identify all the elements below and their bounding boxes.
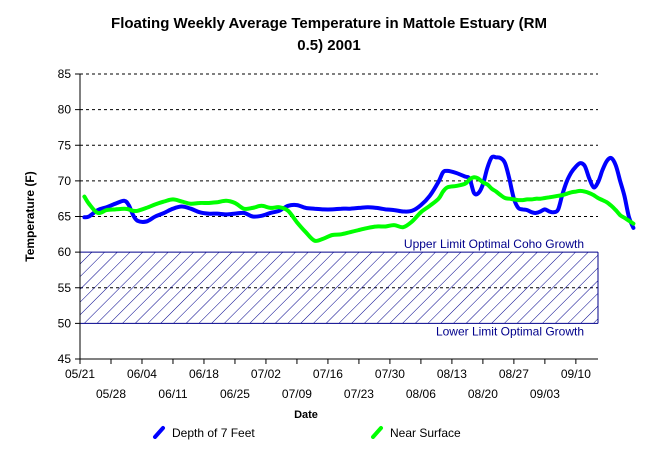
y-tick-label: 55 xyxy=(58,281,72,295)
y-tick-label: 85 xyxy=(58,67,72,81)
chart-title-line1: Floating Weekly Average Temperature in M… xyxy=(111,15,547,32)
x-tick-label: 07/02 xyxy=(251,367,281,381)
x-tick-label: 07/16 xyxy=(313,367,343,381)
x-axis-label: Date xyxy=(294,409,318,421)
y-tick-label: 65 xyxy=(58,210,72,224)
y-axis-label: Temperature (F) xyxy=(23,171,37,261)
series-line-surface xyxy=(82,175,636,243)
x-tick-label: 05/28 xyxy=(96,387,126,401)
x-tick-label: 07/23 xyxy=(344,387,374,401)
y-tick-label: 50 xyxy=(58,316,72,330)
x-tick-label: 08/20 xyxy=(468,387,498,401)
chart-title-line2: 0.5) 2001 xyxy=(297,37,361,54)
x-tick-label: 06/11 xyxy=(158,387,187,401)
lower-limit-label: Lower Limit Optimal Growth xyxy=(436,324,584,338)
series-lines xyxy=(82,154,636,243)
legend-label-surface: Near Surface xyxy=(390,426,461,440)
upper-limit-label: Upper Limit Optimal Coho Growth xyxy=(404,237,584,251)
y-tick-label: 75 xyxy=(58,138,72,152)
y-tick-label: 80 xyxy=(58,103,72,117)
x-tick-label: 06/04 xyxy=(127,367,157,381)
optimal-growth-band: Upper Limit Optimal Coho Growth Lower Lim… xyxy=(80,237,599,338)
x-tick-label: 06/18 xyxy=(189,367,219,381)
y-tick-label: 45 xyxy=(58,352,72,366)
x-tick-label: 09/10 xyxy=(561,367,591,381)
axes xyxy=(75,73,598,364)
x-tick-label: 08/06 xyxy=(406,387,436,401)
legend-swatch-surface-icon xyxy=(370,426,384,440)
band-hatch xyxy=(80,252,598,324)
x-tick-label: 08/13 xyxy=(437,367,467,381)
y-tick-label: 70 xyxy=(58,174,72,188)
legend-item-surface: Near Surface xyxy=(370,425,461,441)
x-tick-label: 06/25 xyxy=(220,387,250,401)
x-tick-label: 05/21 xyxy=(65,367,95,381)
x-tick-label: 07/30 xyxy=(375,367,405,381)
x-tick-label: 07/09 xyxy=(282,387,312,401)
chart-title: Floating Weekly Average Temperature in M… xyxy=(0,13,658,57)
x-tick-label: 08/27 xyxy=(499,367,529,381)
series-line-depth xyxy=(82,154,636,230)
y-tick-label: 60 xyxy=(58,245,72,259)
legend-label-depth: Depth of 7 Feet xyxy=(172,426,255,440)
x-tick-label: 09/03 xyxy=(530,387,560,401)
legend-swatch-depth-icon xyxy=(152,426,166,440)
legend-item-depth: Depth of 7 Feet xyxy=(152,425,255,441)
